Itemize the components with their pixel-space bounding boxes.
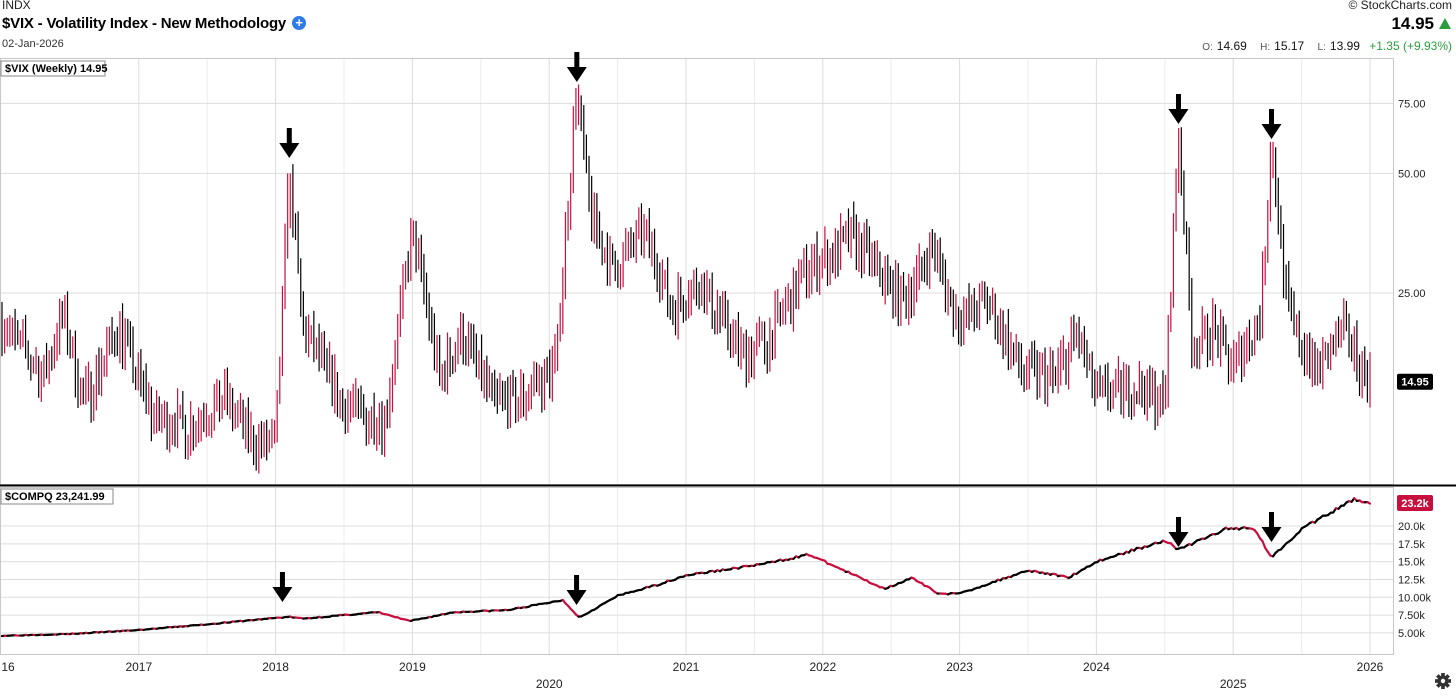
compq-ytick-label: 10.00k xyxy=(1398,592,1432,604)
chart-header: INDX $VIX - Volatility Index - New Metho… xyxy=(0,0,1456,58)
change-value: +1.35 (+9.93%) xyxy=(1369,39,1452,53)
compq-marker-arrow-icon xyxy=(566,575,587,605)
compq-panel-bg xyxy=(0,487,1393,655)
vix-marker-arrow-icon xyxy=(566,52,587,82)
ohlc-readout: O: 14.69 H: 15.17 L: 13.99 +1.35 (+9.93%) xyxy=(1192,39,1452,53)
x-tick-label: 2026 xyxy=(1357,660,1384,674)
x-tick-label: 2018 xyxy=(262,660,289,674)
open-label: O: xyxy=(1202,42,1213,53)
compq-line-segment xyxy=(1261,540,1267,549)
compq-marker-arrow-icon xyxy=(1261,512,1282,542)
compq-panel-label: $COMPQ 23,241.99 xyxy=(5,491,105,503)
vix-panel-label: $VIX (Weekly) 14.95 xyxy=(5,63,108,75)
x-tick-label: 2023 xyxy=(946,660,973,674)
settings-gear-icon[interactable] xyxy=(1435,673,1451,689)
x-tick-label: 2020 xyxy=(536,677,563,691)
exchange-label: INDX xyxy=(2,0,31,12)
x-tick-label: 2025 xyxy=(1220,677,1247,691)
vix-marker-arrow-icon xyxy=(1261,109,1282,139)
vix-ytick-label: 25.00 xyxy=(1398,288,1426,300)
low-label: L: xyxy=(1317,42,1326,53)
low-value: 13.99 xyxy=(1329,39,1360,53)
x-tick-label: 2024 xyxy=(1083,660,1110,674)
compq-panel-border xyxy=(0,487,1394,655)
chart-title: $VIX - Volatility Index - New Methodolog… xyxy=(2,15,307,32)
x-tick-label: 2019 xyxy=(399,660,426,674)
compq-ytick-label: 15.0k xyxy=(1398,557,1425,569)
chart-title-text: $VIX - Volatility Index - New Methodolog… xyxy=(2,15,287,32)
x-tick-label: 2022 xyxy=(809,660,836,674)
brand-label[interactable]: © StockCharts.com xyxy=(1348,0,1452,12)
compq-ytick-label: 5.00k xyxy=(1398,628,1425,640)
chart-date: 02-Jan-2026 xyxy=(2,38,64,50)
compq-ytick-label: 7.50k xyxy=(1398,610,1425,622)
compq-last-value-badge xyxy=(1397,494,1433,511)
vix-panel-label-box xyxy=(0,60,106,77)
vix-last-value-text: 14.95 xyxy=(1401,377,1429,389)
compq-ytick-label: 17.5k xyxy=(1398,539,1425,551)
open-value: 14.69 xyxy=(1216,39,1247,53)
compq-marker-arrow-icon xyxy=(1168,517,1189,547)
compq-line-segment xyxy=(1366,501,1372,505)
compq-last-value-text: 23.2k xyxy=(1401,498,1429,510)
compq-ytick-label: 12.5k xyxy=(1398,574,1425,586)
high-label: H: xyxy=(1260,42,1271,53)
last-price: 14.95 xyxy=(1391,14,1434,33)
vix-marker-arrow-icon xyxy=(1168,94,1189,124)
vix-ytick-label: 50.00 xyxy=(1398,168,1426,180)
x-tick-label: 16 xyxy=(1,660,15,674)
compq-panel-label-box xyxy=(0,488,114,505)
vix-marker-arrow-icon xyxy=(279,128,300,158)
add-plus-icon[interactable]: + xyxy=(292,16,307,30)
vix-ytick-label: 75.00 xyxy=(1398,98,1426,110)
x-tick-label: 2021 xyxy=(673,660,700,674)
vix-last-value-badge xyxy=(1397,373,1433,390)
compq-ytick-label: 20.0k xyxy=(1398,521,1425,533)
compq-marker-arrow-icon xyxy=(272,572,293,602)
high-value: 15.17 xyxy=(1274,39,1305,53)
x-tick-label: 2017 xyxy=(125,660,152,674)
up-arrow-icon xyxy=(1439,18,1451,29)
